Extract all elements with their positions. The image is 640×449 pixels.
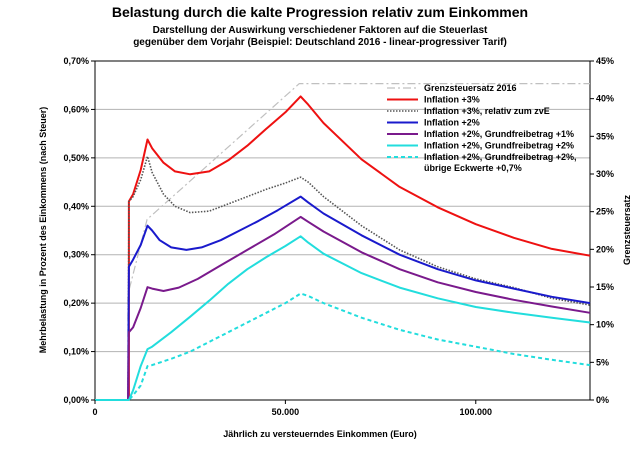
series-lines: [95, 83, 591, 401]
series-line-4: [95, 195, 591, 401]
legend-label-6: Inflation +2%, Grundfreibetrag +2%: [424, 141, 574, 151]
y2-tick-label: 45%: [596, 56, 614, 66]
legend-label-7: übrige Eckwerte +0,7%: [424, 163, 522, 173]
chart-subtitle-line-1: Darstellung der Auswirkung verschiedener…: [153, 25, 488, 36]
y2-tick-label: 35%: [596, 131, 614, 141]
y2-tick-label: 5%: [596, 357, 609, 367]
legend-label-5: Inflation +2%, Grundfreibetrag +1%: [424, 129, 574, 139]
x-axis-label: Jährlich zu versteuerndes Einkommen (Eur…: [223, 429, 417, 439]
y2-tick-label: 30%: [596, 169, 614, 179]
y-tick-label: 0,10%: [63, 347, 89, 357]
y-tick-label: 0,30%: [63, 250, 89, 260]
y-tick-label: 0,40%: [63, 201, 89, 211]
x-tick-label: 0: [92, 407, 97, 417]
x-tick-label: 50.000: [272, 407, 300, 417]
y2-axis-label: Grenzsteuersatz: [622, 194, 632, 265]
series-line-5: [95, 215, 591, 401]
series-line-2: [95, 95, 591, 401]
y-tick-label: 0,00%: [63, 395, 89, 405]
legend-label-2: Inflation +3%: [424, 95, 480, 105]
legend-label-3: Inflation +3%, relativ zum zvE: [424, 106, 550, 116]
y-tick-label: 0,20%: [63, 298, 89, 308]
y-axis-label: Mehrbelastung in Prozent des Einkommens …: [38, 107, 48, 354]
y2-tick-label: 10%: [596, 320, 614, 330]
y2-tick-label: 25%: [596, 207, 614, 217]
y-tick-label: 0,60%: [63, 104, 89, 114]
x-tick-label: 100.000: [459, 407, 492, 417]
y2-tick-label: 15%: [596, 282, 614, 292]
chart-title: Belastung durch die kalte Progression re…: [112, 4, 528, 20]
legend-label-1: Grenzsteuersatz 2016: [424, 83, 517, 93]
y-tick-label: 0,50%: [63, 153, 89, 163]
series-line-7: [95, 292, 591, 401]
y2-tick-label: 40%: [596, 94, 614, 104]
legend-label-7: Inflation +2%, Grundfreibetrag +2%,: [424, 152, 577, 162]
axis-ticks: 0,00% 0,10% 0,20% 0,30% 0,40% 0,50% 0,60% 0,70%…: [63, 56, 614, 417]
series-line-3: [95, 155, 591, 401]
chart-subtitle-line-2: gegenüber dem Vorjahr (Beispiel: Deutsch…: [133, 37, 507, 48]
y2-tick-label: 20%: [596, 244, 614, 254]
y2-tick-label: 0%: [596, 395, 609, 405]
y-tick-label: 0,70%: [63, 56, 89, 66]
plot-frame: [94, 60, 591, 401]
gridlines: [95, 60, 590, 401]
legend-label-4: Inflation +2%: [424, 118, 480, 128]
series-line-6: [95, 235, 591, 401]
